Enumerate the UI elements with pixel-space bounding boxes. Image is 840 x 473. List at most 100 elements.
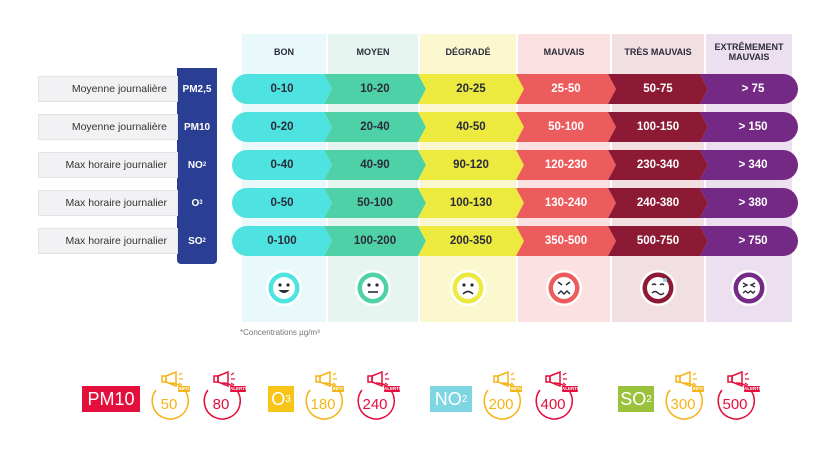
alert-threshold-badge bbox=[535, 370, 578, 420]
pollutant-label: PM10 bbox=[177, 114, 217, 140]
range-value-text: 200-350 bbox=[449, 235, 493, 247]
level-segment bbox=[232, 74, 332, 104]
info-threshold-value: 50 bbox=[160, 396, 178, 413]
nauseous-face-icon bbox=[731, 270, 767, 306]
range-value-text: 350-500 bbox=[544, 235, 588, 247]
badge-tag: INFO bbox=[692, 386, 704, 391]
level-segment bbox=[232, 112, 332, 142]
range-value-text: 40-50 bbox=[456, 121, 486, 133]
pollutant-name: SO bbox=[188, 235, 203, 247]
alert-threshold-badge bbox=[717, 370, 760, 420]
neutral-face-icon bbox=[355, 270, 391, 306]
range-value-text: > 380 bbox=[738, 197, 768, 209]
range-value: 0-10 bbox=[236, 74, 328, 104]
pollutant-name: NO bbox=[187, 159, 203, 171]
column-header: EXTRÊMEMENT MAUVAIS bbox=[714, 42, 784, 62]
level-bar bbox=[232, 112, 798, 142]
row-label: Moyenne journalière bbox=[38, 114, 178, 140]
happy-face-icon bbox=[266, 270, 302, 306]
range-value: 25-50 bbox=[520, 74, 612, 104]
pollutant-code-subscript: 2 bbox=[646, 393, 652, 405]
level-segment bbox=[700, 226, 798, 256]
badge-tag: INFO bbox=[178, 386, 190, 391]
megaphone-icon bbox=[315, 370, 337, 388]
badge-tag: INFO bbox=[332, 386, 344, 391]
level-segment bbox=[700, 74, 798, 104]
pollutant-code-box: PM10 bbox=[82, 386, 140, 412]
range-value: 100-200 bbox=[328, 226, 422, 256]
alert-threshold-value: 240 bbox=[362, 396, 388, 413]
range-value-text: 100-150 bbox=[636, 121, 680, 133]
pollutant-code: O bbox=[271, 388, 286, 409]
info-threshold-value: 200 bbox=[488, 396, 514, 413]
level-segment bbox=[700, 188, 798, 218]
range-value-text: > 75 bbox=[741, 83, 765, 95]
range-value: 50-100 bbox=[520, 112, 612, 142]
row-label: Max horaire journalier bbox=[38, 152, 178, 178]
pollutant-label: NO 2 bbox=[177, 152, 217, 178]
level-segment bbox=[418, 226, 524, 256]
level-segment bbox=[418, 150, 524, 180]
range-value: 20-40 bbox=[328, 112, 422, 142]
footnote: *Concentrations µg/m³ bbox=[240, 328, 320, 337]
angry-face-icon bbox=[546, 270, 582, 306]
range-value-text: 130-240 bbox=[544, 197, 588, 209]
range-value: 10-20 bbox=[328, 74, 422, 104]
info-threshold-badge bbox=[665, 370, 704, 420]
megaphone-icon bbox=[213, 370, 235, 388]
range-value: > 380 bbox=[704, 188, 802, 218]
level-segment bbox=[516, 150, 616, 180]
level-bar bbox=[232, 150, 798, 180]
pollutant-code-box: NO 2 bbox=[430, 386, 472, 412]
level-segment bbox=[232, 188, 332, 218]
range-value: > 340 bbox=[704, 150, 802, 180]
level-segment bbox=[324, 74, 426, 104]
level-segment bbox=[232, 226, 332, 256]
range-value-text: 0-20 bbox=[270, 121, 294, 133]
range-value: 230-340 bbox=[612, 150, 704, 180]
range-value-text: > 150 bbox=[738, 121, 768, 133]
range-value-text: > 340 bbox=[738, 159, 768, 171]
row-label: Max horaire journalier bbox=[38, 228, 178, 254]
level-segment bbox=[324, 188, 426, 218]
info-threshold-badge bbox=[151, 370, 190, 420]
range-value: 120-230 bbox=[520, 150, 612, 180]
row-label: Max horaire journalier bbox=[38, 190, 178, 216]
column-header: MAUVAIS bbox=[543, 47, 585, 57]
range-value-text: 240-380 bbox=[636, 197, 680, 209]
range-value-text: 230-340 bbox=[636, 159, 680, 171]
range-value: 90-120 bbox=[422, 150, 520, 180]
range-value: 100-150 bbox=[612, 112, 704, 142]
megaphone-icon bbox=[367, 370, 389, 388]
level-segment bbox=[608, 188, 708, 218]
range-value-text: 90-120 bbox=[453, 159, 489, 171]
pollutant-code: SO bbox=[620, 388, 647, 409]
level-segment bbox=[232, 150, 332, 180]
range-value: 350-500 bbox=[520, 226, 612, 256]
pollutant-name: PM10 bbox=[183, 121, 211, 133]
range-value: 50-100 bbox=[328, 188, 422, 218]
range-value-text: 25-50 bbox=[551, 83, 581, 95]
pollutant-column bbox=[177, 68, 217, 264]
level-segment bbox=[516, 226, 616, 256]
info-threshold-value: 300 bbox=[670, 396, 696, 413]
range-value: 200-350 bbox=[422, 226, 520, 256]
megaphone-icon bbox=[545, 370, 567, 388]
level-bar bbox=[232, 226, 798, 256]
range-value: 50-75 bbox=[612, 74, 704, 104]
range-value: > 150 bbox=[704, 112, 802, 142]
level-segment bbox=[608, 226, 708, 256]
pollutant-name: O bbox=[191, 197, 200, 209]
range-value: 40-90 bbox=[328, 150, 422, 180]
pollutant-code: PM10 bbox=[87, 388, 135, 409]
megaphone-icon bbox=[675, 370, 697, 388]
level-segment bbox=[608, 74, 708, 104]
range-value-text: 120-230 bbox=[544, 159, 588, 171]
badge-tag: ALERTE bbox=[744, 386, 762, 391]
sad-face-icon bbox=[450, 270, 486, 306]
badge-tag: INFO bbox=[510, 386, 522, 391]
range-value: 240-380 bbox=[612, 188, 704, 218]
